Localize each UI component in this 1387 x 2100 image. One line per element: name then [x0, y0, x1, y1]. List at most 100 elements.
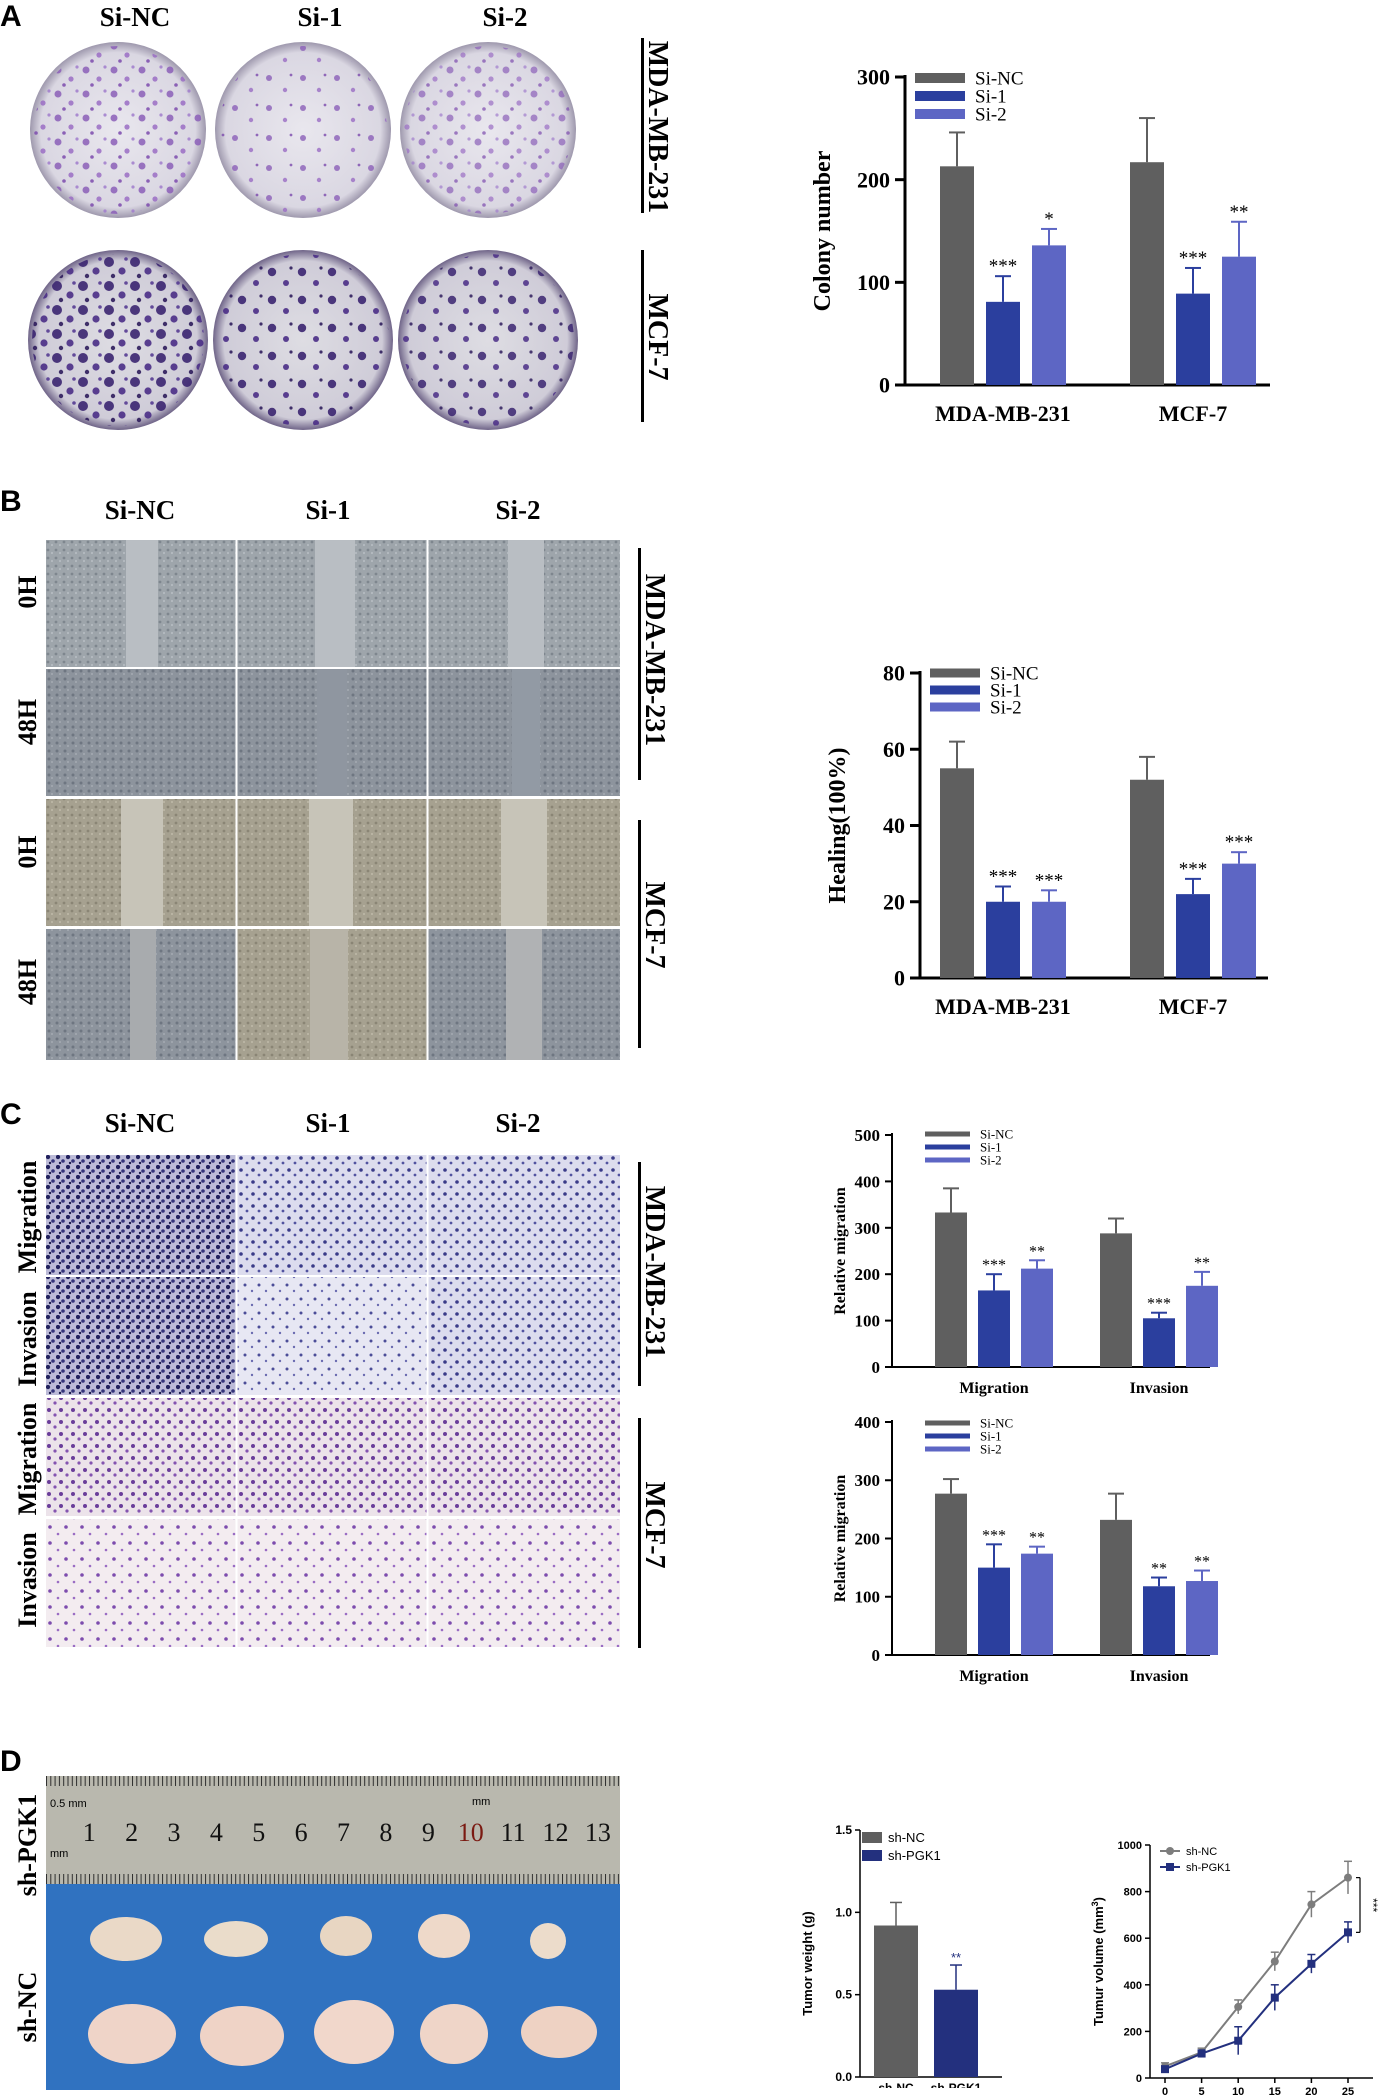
significance-label: ** — [1029, 1530, 1045, 1547]
bar — [934, 1989, 978, 2077]
legend-marker — [1166, 1847, 1174, 1855]
series-line — [1164, 1876, 1349, 2068]
y-tick-label: 800 — [1124, 1887, 1142, 1899]
x-category-label: Invasion — [1130, 1380, 1189, 1397]
legend-label: sh-PGK1 — [1186, 1862, 1231, 1874]
row-group-mda-mb-231: MDA-MB-231 — [642, 40, 673, 214]
legend-swatch — [915, 91, 965, 101]
significance-label: *** — [989, 256, 1018, 277]
y-tick-label: 0 — [872, 1358, 881, 1377]
y-tick-label: 100 — [857, 270, 890, 295]
col-header-si-1: Si-1 — [305, 1108, 351, 1138]
bar — [986, 901, 1020, 978]
data-point — [1307, 1900, 1316, 1909]
legend-swatch — [915, 73, 965, 83]
y-tick-label: 40 — [883, 813, 905, 838]
col-header-si-nc: Si-NC — [104, 495, 176, 525]
legend-label: Si-NC — [980, 1416, 1013, 1431]
data-point — [1234, 2036, 1243, 2045]
bar — [1186, 1285, 1218, 1367]
bar — [978, 1567, 1010, 1655]
y-tick-label: 0.5 — [835, 1988, 852, 2002]
col-header-si-nc: Si-NC — [104, 1108, 176, 1138]
ruler-number: 2 — [125, 1818, 139, 1847]
chart-healing: 0 20 40 60 80 Healing(100%) *** *** MDA-MB-231 **… — [825, 661, 1268, 1018]
significance-label: *** — [1179, 248, 1208, 269]
legend-label: Si-2 — [980, 1153, 1002, 1168]
data-point — [1307, 1959, 1316, 1968]
col-header-si-1: Si-1 — [297, 2, 343, 32]
legend-label: Si-NC — [980, 1127, 1013, 1142]
bar — [1222, 256, 1256, 385]
row-label-invasion: Invasion — [13, 1532, 42, 1628]
row-group-mcf-7: MCF-7 — [642, 293, 673, 381]
legend-swatch — [925, 1433, 970, 1439]
legend-swatch — [925, 1131, 970, 1137]
legend-swatch — [930, 685, 980, 695]
x-tick-label: 20 — [1305, 2086, 1317, 2098]
significance-label: * — [1044, 209, 1054, 230]
significance-label: *** — [982, 1527, 1006, 1544]
y-axis-label: Relative migration — [832, 1187, 849, 1315]
significance-label: ** — [1151, 1561, 1167, 1578]
ruler-number: 7 — [337, 1818, 351, 1847]
dish-row-mcf — [28, 250, 578, 430]
legend-swatch — [862, 1832, 882, 1843]
ruler-number: 4 — [209, 1818, 223, 1847]
row-label-migration: Migration — [13, 1160, 42, 1274]
bar — [978, 1290, 1010, 1367]
y-tick-label: 400 — [855, 1413, 881, 1432]
ruler-ticks — [46, 1776, 620, 1884]
legend-label: Si-1 — [990, 681, 1022, 702]
y-axis-label: Colony number — [810, 150, 836, 311]
x-category-label: MCF-7 — [1159, 401, 1227, 426]
bar — [940, 768, 974, 978]
bar — [1100, 1519, 1132, 1655]
y-tick-label: 0 — [894, 966, 905, 991]
ruler-number: 5 — [252, 1818, 266, 1847]
panel-label-a: A — [0, 0, 22, 33]
legend-swatch — [925, 1420, 970, 1426]
bar — [1100, 1233, 1132, 1367]
y-tick-label: 200 — [855, 1529, 881, 1548]
ruler-number: 13 — [584, 1818, 611, 1847]
legend-label: Si-NC — [975, 69, 1024, 90]
y-tick-label: 1000 — [1118, 1840, 1142, 1852]
legend-swatch — [925, 1446, 970, 1452]
series-line — [1164, 1931, 1349, 2071]
y-tick-label: 0 — [879, 373, 890, 398]
panel-label-c: C — [0, 1098, 22, 1131]
y-tick-label: 0 — [1136, 2073, 1142, 2085]
ruler-number: 3 — [167, 1818, 181, 1847]
significance-label: ** — [1230, 202, 1249, 223]
row-label-sh-pgk1: sh-PGK1 — [13, 1793, 42, 1897]
significance-label: ** — [1194, 1255, 1210, 1272]
data-point — [1161, 2065, 1169, 2074]
col-header-si-nc: Si-NC — [99, 2, 171, 32]
panel-label-d: D — [0, 1745, 22, 1778]
panel-label-b: B — [0, 485, 22, 518]
y-axis-label: Tumor weight (g) — [800, 1911, 815, 2015]
legend-swatch — [915, 109, 965, 119]
x-category-label: Migration — [959, 1380, 1028, 1397]
significance-label: *** — [989, 867, 1018, 888]
bar — [1021, 1553, 1053, 1655]
ruler-number: 8 — [379, 1818, 393, 1847]
legend-swatch — [930, 668, 980, 678]
legend-label: Si-2 — [975, 105, 1007, 126]
ruler-unit-label: mm — [50, 1848, 69, 1860]
bar — [1176, 894, 1210, 978]
data-point — [1344, 1873, 1352, 1882]
significance-label: *** — [1035, 870, 1064, 891]
bar — [935, 1212, 967, 1367]
transwell-image — [46, 1155, 620, 1647]
row-group-mda-mb-231: MDA-MB-231 — [639, 1185, 670, 1359]
row-label-0h: 0H — [13, 835, 42, 869]
y-tick-label: 20 — [883, 889, 905, 914]
legend-swatch — [862, 1850, 882, 1861]
bar — [1021, 1268, 1053, 1367]
x-category-label: MDA-MB-231 — [935, 994, 1071, 1018]
col-header-si-1: Si-1 — [305, 495, 351, 525]
